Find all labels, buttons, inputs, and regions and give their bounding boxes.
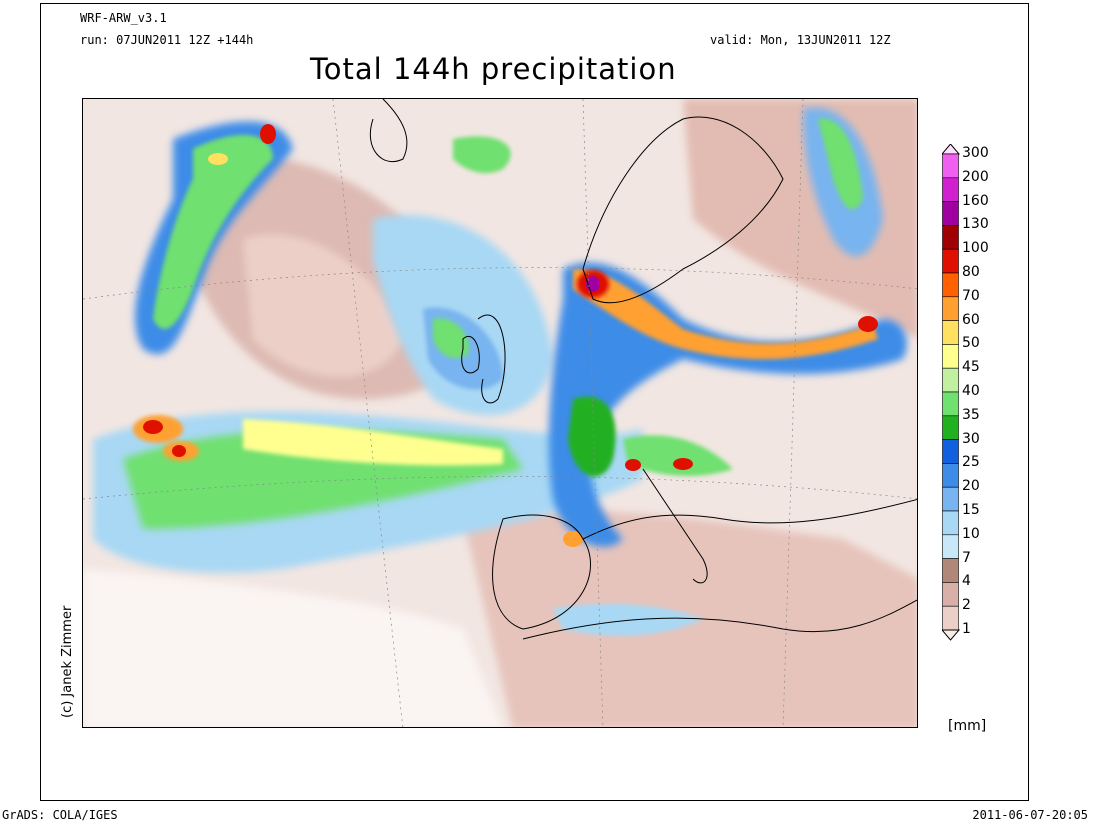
colorbar-swatch <box>942 439 959 464</box>
colorbar-swatch <box>942 367 959 393</box>
colorbar-tick-label: 45 <box>962 359 980 376</box>
colorbar-tick-label: 35 <box>962 406 980 423</box>
colorbar-swatch <box>942 605 959 631</box>
colorbar-swatch <box>942 177 959 202</box>
colorbar-tick-label: 200 <box>962 168 989 185</box>
precipitation-map <box>82 98 918 728</box>
colorbar-tick-label: 50 <box>962 335 980 352</box>
run-time: run: 07JUN2011 12Z +144h <box>80 33 254 47</box>
colorbar-swatch <box>942 225 959 250</box>
colorbar-swatch <box>942 344 959 369</box>
units-label: [mm] <box>948 718 987 734</box>
colorbar-tick-label: 7 <box>962 549 971 566</box>
colorbar-swatch <box>942 558 959 583</box>
colorbar-swatch <box>942 534 959 559</box>
valid-time: valid: Mon, 13JUN2011 12Z <box>710 33 891 47</box>
colorbar-swatch <box>942 391 959 417</box>
colorbar-bottom-arrow <box>942 629 960 641</box>
colorbar-swatch <box>942 272 959 298</box>
footer-software: GrADS: COLA/IGES <box>2 808 118 822</box>
colorbar-tick-label: 4 <box>962 573 971 590</box>
colorbar-tick-label: 30 <box>962 430 980 447</box>
colorbar-legend: 300 200 160 130 100 80 70 60 50 45 40 35 30 25 20 15 10 7… <box>942 144 1022 664</box>
colorbar-tick-label: 25 <box>962 454 980 471</box>
colorbar-swatch <box>942 415 959 440</box>
colorbar-tick-label: 1 <box>962 621 971 637</box>
footer-timestamp: 2011-06-07-20:05 <box>972 808 1088 822</box>
colorbar-tick-label: 70 <box>962 287 980 304</box>
colorbar-tick-label: 15 <box>962 502 980 518</box>
colorbar-swatch <box>942 582 959 607</box>
map-title: Total 144h precipitation <box>310 52 677 86</box>
colorbar-swatch <box>942 153 959 179</box>
colorbar-top-arrow <box>942 144 960 155</box>
colorbar-tick-label: 2 <box>962 597 971 614</box>
colorbar-swatch <box>942 486 959 512</box>
colorbar-swatch <box>942 248 959 274</box>
plot-frame <box>40 3 1029 801</box>
colorbar-tick-label: 60 <box>962 311 980 328</box>
colorbar <box>942 144 960 641</box>
colorbar-tick-label: 40 <box>962 383 980 399</box>
colorbar-swatch <box>942 510 959 536</box>
colorbar-tick-label: 160 <box>962 192 989 209</box>
precipitation-field <box>83 99 917 727</box>
colorbar-tick-label: 20 <box>962 478 980 495</box>
colorbar-tick-label: 300 <box>962 145 989 161</box>
colorbar-swatch <box>942 463 959 488</box>
author-credit: (c) Janek Zimmer <box>60 605 75 718</box>
colorbar-tick-label: 100 <box>962 240 989 257</box>
colorbar-tick-label: 80 <box>962 264 980 280</box>
model-name: WRF-ARW_v3.1 <box>80 11 167 25</box>
colorbar-swatch <box>942 201 959 226</box>
colorbar-tick-label: 130 <box>962 216 989 233</box>
colorbar-swatch <box>942 296 959 321</box>
colorbar-tick-label: 10 <box>962 525 980 542</box>
colorbar-swatch <box>942 320 959 345</box>
